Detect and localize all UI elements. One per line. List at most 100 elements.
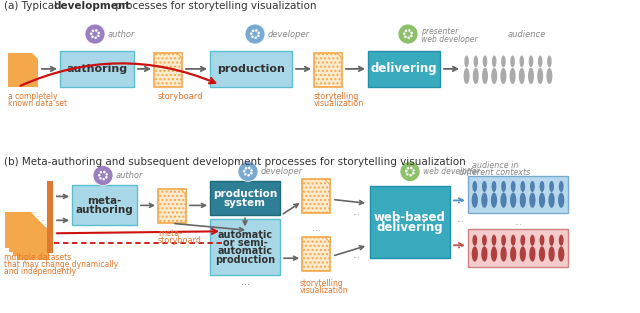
Circle shape xyxy=(257,34,260,37)
Ellipse shape xyxy=(472,235,477,246)
Ellipse shape xyxy=(529,192,536,208)
Ellipse shape xyxy=(483,55,487,67)
Circle shape xyxy=(244,167,247,170)
Bar xyxy=(370,187,450,258)
Ellipse shape xyxy=(529,55,533,67)
Circle shape xyxy=(238,162,258,182)
Text: that may change dynamically: that may change dynamically xyxy=(4,260,118,269)
Circle shape xyxy=(91,35,93,38)
Ellipse shape xyxy=(492,68,497,84)
Ellipse shape xyxy=(481,192,488,208)
Text: and independently: and independently xyxy=(4,267,76,276)
Ellipse shape xyxy=(529,246,536,262)
Text: ···: ··· xyxy=(456,218,464,227)
Text: authoring: authoring xyxy=(76,205,133,215)
Ellipse shape xyxy=(482,181,487,192)
Circle shape xyxy=(410,32,413,34)
Polygon shape xyxy=(177,53,182,58)
Circle shape xyxy=(410,174,412,177)
Circle shape xyxy=(403,32,406,35)
Text: visualization: visualization xyxy=(300,285,349,295)
Text: processes for storytelling visualization: processes for storytelling visualization xyxy=(112,1,317,11)
Bar xyxy=(60,51,134,87)
Polygon shape xyxy=(31,213,37,218)
Text: developer: developer xyxy=(268,29,310,38)
Bar xyxy=(468,229,568,267)
Text: storyboard: storyboard xyxy=(158,92,204,101)
Bar xyxy=(17,224,49,260)
Text: audience: audience xyxy=(508,29,547,38)
Ellipse shape xyxy=(492,181,497,192)
Ellipse shape xyxy=(519,68,525,84)
Text: authoring: authoring xyxy=(67,64,127,74)
Circle shape xyxy=(250,172,253,175)
Circle shape xyxy=(100,171,102,174)
Circle shape xyxy=(404,29,407,32)
Ellipse shape xyxy=(558,192,564,208)
Bar xyxy=(302,237,330,271)
Text: known data set: known data set xyxy=(8,99,67,108)
Circle shape xyxy=(247,174,250,177)
Circle shape xyxy=(98,174,100,177)
Circle shape xyxy=(85,24,105,44)
Text: production: production xyxy=(215,255,275,265)
Circle shape xyxy=(103,171,106,173)
Circle shape xyxy=(92,29,94,32)
Ellipse shape xyxy=(520,192,526,208)
Text: author: author xyxy=(116,171,143,180)
Ellipse shape xyxy=(511,181,516,192)
Text: delivering: delivering xyxy=(377,221,444,234)
Text: delivering: delivering xyxy=(371,62,437,75)
Ellipse shape xyxy=(520,246,526,262)
Text: ···: ··· xyxy=(352,254,360,263)
Circle shape xyxy=(93,166,113,186)
Bar xyxy=(9,216,41,252)
Ellipse shape xyxy=(501,235,506,246)
Text: developer: developer xyxy=(261,167,303,176)
Text: meta-: meta- xyxy=(87,196,122,206)
Ellipse shape xyxy=(530,181,535,192)
Circle shape xyxy=(408,29,411,32)
Circle shape xyxy=(106,173,108,176)
Text: web-based: web-based xyxy=(374,211,446,224)
Ellipse shape xyxy=(472,181,477,192)
Ellipse shape xyxy=(482,68,488,84)
Text: storytelling: storytelling xyxy=(314,92,360,101)
Bar xyxy=(210,51,292,87)
Text: (b) Meta-authoring and subsequent development processes for storytelling visuali: (b) Meta-authoring and subsequent develo… xyxy=(4,156,466,167)
Ellipse shape xyxy=(539,192,545,208)
Ellipse shape xyxy=(510,192,516,208)
Ellipse shape xyxy=(510,55,515,67)
Circle shape xyxy=(95,29,98,32)
Circle shape xyxy=(257,32,260,34)
Polygon shape xyxy=(325,179,330,184)
Text: author: author xyxy=(108,29,136,38)
Text: ···: ··· xyxy=(352,211,360,220)
Ellipse shape xyxy=(540,181,545,192)
Text: production: production xyxy=(217,64,285,74)
Ellipse shape xyxy=(501,181,506,192)
Circle shape xyxy=(99,177,102,180)
Ellipse shape xyxy=(511,235,516,246)
Circle shape xyxy=(406,167,409,170)
Ellipse shape xyxy=(501,55,506,67)
Polygon shape xyxy=(181,189,186,194)
Ellipse shape xyxy=(473,68,479,84)
Circle shape xyxy=(405,170,408,172)
Polygon shape xyxy=(39,220,45,226)
Ellipse shape xyxy=(500,68,506,84)
Ellipse shape xyxy=(491,246,497,262)
Bar xyxy=(468,176,568,213)
Circle shape xyxy=(251,35,253,38)
Text: web developer: web developer xyxy=(421,34,477,44)
Text: web developer: web developer xyxy=(423,167,479,176)
Text: production: production xyxy=(213,189,277,199)
Ellipse shape xyxy=(472,192,478,208)
Text: system: system xyxy=(224,198,266,208)
Ellipse shape xyxy=(520,235,525,246)
Circle shape xyxy=(255,29,258,32)
Text: development: development xyxy=(54,1,131,11)
Circle shape xyxy=(406,173,409,176)
Text: ···: ··· xyxy=(514,221,522,230)
Text: storyboard: storyboard xyxy=(158,236,202,245)
